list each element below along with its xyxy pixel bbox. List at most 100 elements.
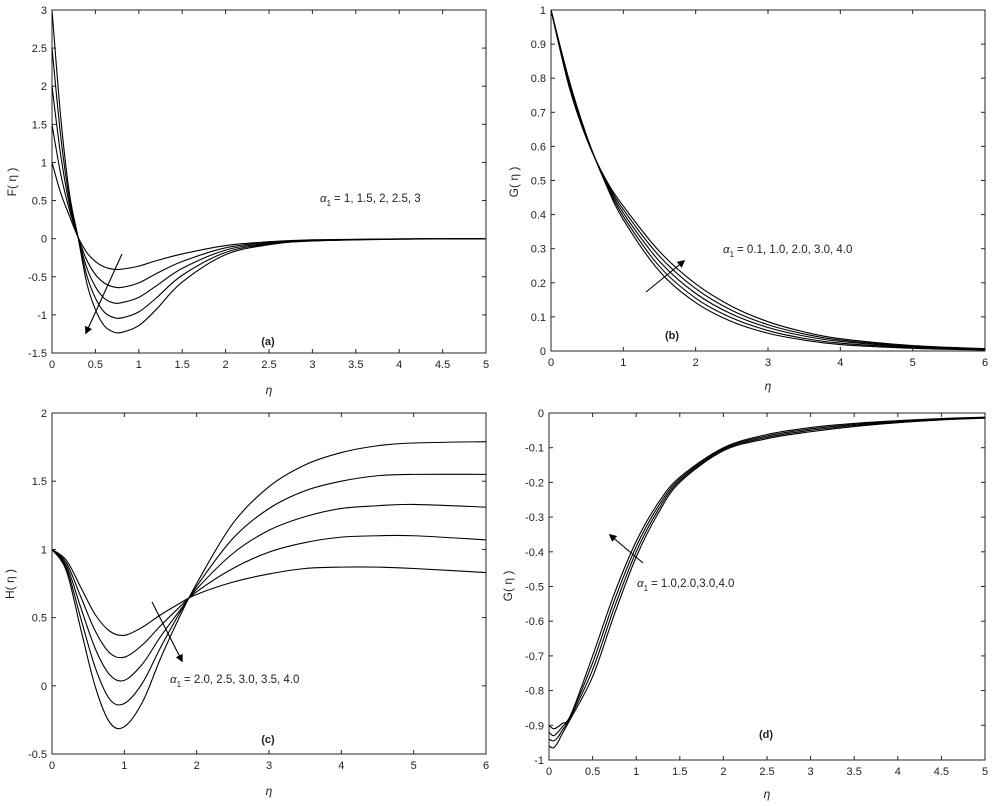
y-tick-label: -1 bbox=[534, 755, 544, 767]
panel-tag: (a) bbox=[261, 336, 275, 348]
x-tick-label: 3 bbox=[808, 766, 814, 778]
x-tick-label: 6 bbox=[982, 357, 988, 369]
x-tick-label: 6 bbox=[483, 760, 489, 772]
x-tick-label: 4 bbox=[338, 760, 344, 772]
x-tick-label: 5 bbox=[982, 766, 988, 778]
annotation-label: α1 = 2.0, 2.5, 3.0, 3.5, 4.0 bbox=[170, 674, 299, 689]
panel-d: 0 0.5 1 1.5 2 2.5 3 3.5 4 4.5 5 -1 -0.9 -0.8 -0.7 -0.6… bbox=[501, 408, 988, 801]
annotation-values: = 0.1, 1.0, 2.0, 3.0, 4.0 bbox=[737, 244, 852, 256]
y-tick-label: -0.2 bbox=[525, 477, 544, 489]
annotation-label: α1 = 0.1, 1.0, 2.0, 3.0, 4.0 bbox=[723, 244, 852, 259]
series-line-4 bbox=[51, 473, 487, 706]
x-axis-label: η bbox=[266, 383, 273, 397]
annotation-symbol: α bbox=[170, 674, 177, 686]
x-tick-label: 5 bbox=[483, 359, 489, 371]
x-tick-label: 2 bbox=[194, 760, 200, 772]
x-tick-label: 4 bbox=[396, 359, 402, 371]
x-tick-label: 4.5 bbox=[934, 766, 949, 778]
y-tick-label: -0.1 bbox=[525, 443, 544, 455]
y-ticks: -1.5 -1 -0.5 0 0.5 1 1.5 2 2.5 3 bbox=[28, 5, 486, 360]
y-ticks: 0 0.1 0.2 0.3 0.4 0.5 0.6 0.7 0.8 0.9 1 bbox=[531, 5, 985, 358]
annotation-subscript: 1 bbox=[177, 680, 182, 689]
y-tick-label: -0.7 bbox=[525, 651, 544, 663]
y-axis-label: F( η ) bbox=[5, 168, 19, 197]
y-tick-label: 0.2 bbox=[531, 278, 546, 290]
panel-tag: (d) bbox=[759, 729, 773, 741]
x-tick-label: 5 bbox=[411, 760, 417, 772]
direction-arrow bbox=[645, 260, 686, 293]
direction-arrow bbox=[151, 601, 183, 663]
curves-group bbox=[51, 9, 487, 334]
annotation-symbol: α bbox=[637, 578, 644, 590]
plot-frame bbox=[51, 412, 487, 755]
x-tick-label: 1.5 bbox=[672, 766, 687, 778]
y-tick-label: 0.8 bbox=[531, 73, 546, 85]
y-tick-label: 0 bbox=[41, 234, 47, 246]
y-axis-label: G( η ) bbox=[501, 571, 515, 602]
y-tick-label: -0.8 bbox=[525, 686, 544, 698]
x-tick-label: 2.5 bbox=[261, 359, 276, 371]
series-line-4 bbox=[548, 417, 986, 749]
y-tick-label: -0.5 bbox=[525, 582, 544, 594]
y-tick-label: -1.5 bbox=[28, 348, 47, 360]
annotation-values: = 1, 1.5, 2, 2.5, 3 bbox=[334, 193, 421, 205]
x-tick-label: 4 bbox=[837, 357, 843, 369]
x-tick-label: 2 bbox=[720, 766, 726, 778]
y-tick-label: 3 bbox=[41, 5, 47, 17]
x-ticks: 0 1 2 3 4 5 6 bbox=[49, 413, 489, 772]
direction-arrow bbox=[608, 534, 644, 564]
y-tick-label: 0.4 bbox=[531, 210, 546, 222]
curves-group bbox=[51, 441, 487, 730]
x-tick-label: 0 bbox=[49, 760, 55, 772]
x-ticks: 0 1 2 3 4 5 6 bbox=[548, 10, 988, 369]
y-tick-label: 2.5 bbox=[32, 43, 47, 55]
series-line-5 bbox=[51, 9, 487, 334]
x-tick-label: 1 bbox=[633, 766, 639, 778]
x-tick-label: 3 bbox=[266, 760, 272, 772]
x-tick-label: 0.5 bbox=[88, 359, 103, 371]
y-ticks: -1 -0.9 -0.8 -0.7 -0.6 -0.5 -0.4 -0.3 -0.2 -0.1 0 bbox=[525, 408, 985, 767]
plot-frame bbox=[550, 9, 986, 352]
x-ticks: 0 0.5 1 1.5 2 2.5 3 3.5 4 4.5 5 bbox=[49, 10, 489, 371]
series-line-3 bbox=[548, 417, 986, 742]
y-tick-label: 0 bbox=[540, 346, 546, 358]
y-tick-label: -0.6 bbox=[525, 616, 544, 628]
x-tick-label: 2.5 bbox=[759, 766, 774, 778]
x-tick-label: 3.5 bbox=[847, 766, 862, 778]
series-line-2 bbox=[548, 416, 986, 737]
annotation-subscript: 1 bbox=[644, 584, 649, 593]
curves-group bbox=[550, 9, 986, 351]
y-tick-label: 0.5 bbox=[32, 196, 47, 208]
x-tick-label: 0 bbox=[546, 766, 552, 778]
y-tick-label: 1.5 bbox=[32, 119, 47, 131]
y-tick-label: 2 bbox=[41, 81, 47, 93]
x-tick-label: 5 bbox=[910, 357, 916, 369]
x-tick-label: 0 bbox=[49, 359, 55, 371]
direction-arrow bbox=[85, 253, 123, 335]
plot-frame bbox=[51, 9, 487, 354]
x-tick-label: 1 bbox=[121, 760, 127, 772]
series-line-2 bbox=[51, 534, 487, 659]
y-tick-label: 0.5 bbox=[531, 176, 546, 188]
y-tick-label: 1 bbox=[41, 157, 47, 169]
y-axis-label: H( η ) bbox=[3, 569, 17, 599]
y-tick-label: -0.5 bbox=[28, 272, 47, 284]
annotation-values: = 1.0,2.0,3.0,4.0 bbox=[651, 578, 734, 590]
annotation-symbol: α bbox=[320, 193, 327, 205]
y-tick-label: -0.4 bbox=[525, 547, 544, 559]
x-tick-label: 3.5 bbox=[348, 359, 363, 371]
y-tick-label: 0.3 bbox=[531, 244, 546, 256]
y-tick-label: -0.3 bbox=[525, 512, 544, 524]
annotation-label: α1 = 1.0,2.0,3.0,4.0 bbox=[637, 578, 734, 593]
x-tick-label: 2 bbox=[693, 357, 699, 369]
y-tick-label: -0.9 bbox=[525, 720, 544, 732]
y-tick-label: -1 bbox=[37, 310, 47, 322]
x-tick-label: 0 bbox=[548, 357, 554, 369]
y-tick-label: 1 bbox=[41, 544, 47, 556]
x-tick-label: 3 bbox=[309, 359, 315, 371]
x-tick-label: 0.5 bbox=[585, 766, 600, 778]
x-axis-label: η bbox=[266, 784, 273, 798]
